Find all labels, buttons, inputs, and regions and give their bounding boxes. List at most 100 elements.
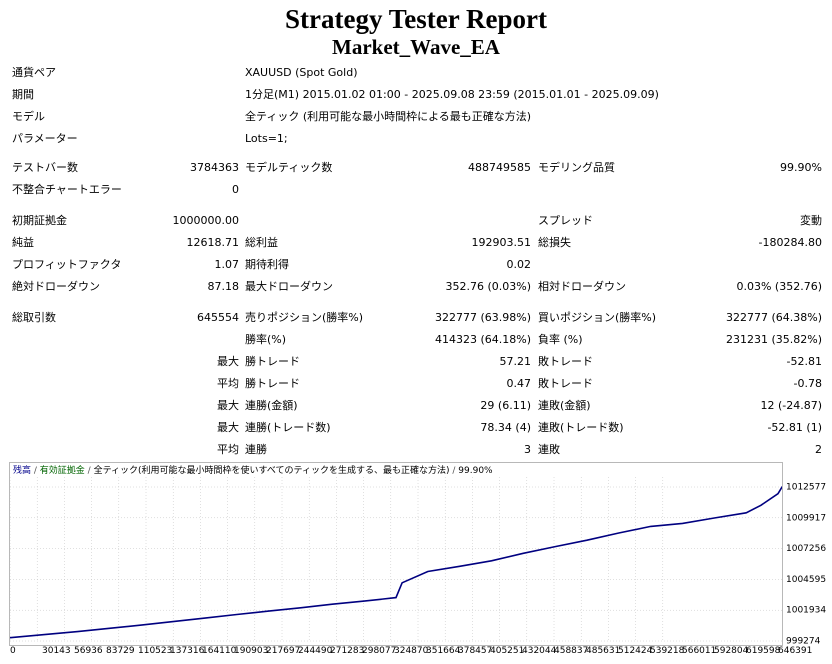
- x-tick-label: 432044: [522, 646, 557, 656]
- x-tick-label: 56936: [74, 646, 103, 656]
- legend-equity: 有効証拠金: [39, 466, 85, 476]
- gross-loss-value: -180284.80: [758, 236, 822, 249]
- x-tick-label: 271283: [330, 646, 364, 656]
- avg-loss-label: 敗トレード: [538, 377, 593, 390]
- expected-payoff-label: 期待利得: [245, 258, 289, 271]
- x-tick-label: 539218: [650, 646, 685, 656]
- largest-prefix: 最大: [217, 355, 239, 368]
- balance-line: [10, 486, 782, 639]
- largest-win-value: 57.21: [499, 355, 532, 368]
- spread-value: 変動: [800, 214, 822, 227]
- max-consec-loss-label: 連敗(トレード数): [538, 421, 624, 434]
- y-tick-label: 1007256: [786, 544, 826, 554]
- x-tick-label: 0: [10, 646, 16, 656]
- avg-consec-wins-value: 3: [524, 443, 531, 456]
- max-consec-prefix: 最大: [217, 399, 239, 412]
- net-profit-label: 純益: [12, 236, 34, 249]
- x-tick-label: 485631: [586, 646, 620, 656]
- y-tick-label: 1001934: [786, 606, 826, 616]
- win-rate-value: 414323 (64.18%): [434, 333, 531, 346]
- largest-win-label: 勝トレード: [245, 355, 300, 368]
- info-label-period: 期間: [12, 88, 34, 101]
- info-value-period: 1分足(M1) 2015.01.02 01:00 - 2025.09.08 23…: [245, 88, 659, 101]
- x-tick-label: 458837: [554, 646, 588, 656]
- x-tick-label: 405251: [490, 646, 524, 656]
- spread-label: スプレッド: [538, 214, 593, 227]
- info-label-symbol: 通貨ペア: [12, 66, 56, 79]
- total-trades-label: 総取引数: [12, 311, 56, 324]
- quality-label: モデリング品質: [538, 161, 615, 174]
- max-consec-losses-label: 連敗(金額): [538, 399, 591, 412]
- expected-payoff-value: 0.02: [506, 258, 532, 271]
- loss-rate-value: 231231 (35.82%): [725, 333, 822, 346]
- profit-factor-label: プロフィットファクタ: [12, 258, 122, 271]
- max-consec-profit-value: 78.34 (4): [480, 421, 531, 434]
- long-positions-label: 買いポジション(勝率%): [538, 311, 657, 324]
- balance-chart-plot: [10, 477, 782, 642]
- quality-value: 99.90%: [780, 161, 822, 174]
- y-tick-label: 1009917: [786, 513, 826, 523]
- balance-chart: 残高 / 有効証拠金 / 全ティック(利用可能な最小時間枠を使いすべてのティック…: [9, 462, 783, 646]
- max-consec-wins-label: 連勝(金額): [245, 399, 298, 412]
- max-drawdown-label: 最大ドローダウン: [245, 280, 333, 293]
- x-tick-label: 324870: [394, 646, 429, 656]
- x-tick-label: 646391: [778, 646, 812, 656]
- gross-profit-value: 192903.51: [471, 236, 532, 249]
- max-consec-wins-value: 29 (6.11): [480, 399, 531, 412]
- largest-loss-label: 敗トレード: [538, 355, 593, 368]
- info-value-params: Lots=1;: [245, 132, 288, 145]
- x-tick-label: 30143: [42, 646, 71, 656]
- max-consec-count-prefix: 最大: [217, 421, 239, 434]
- rel-drawdown-value: 0.03% (352.76): [736, 280, 822, 293]
- chart-legend: 残高 / 有効証拠金 / 全ティック(利用可能な最小時間枠を使いすべてのティック…: [13, 466, 493, 476]
- max-consec-profit-label: 連勝(トレード数): [245, 421, 331, 434]
- mismatch-value: 0: [232, 183, 239, 196]
- abs-drawdown-label: 絶対ドローダウン: [12, 280, 100, 293]
- x-tick-label: 244490: [298, 646, 333, 656]
- loss-rate-label: 負率 (%): [538, 333, 583, 346]
- legend-quality: 99.90%: [458, 466, 493, 476]
- y-tick-label: 1012577: [786, 483, 826, 493]
- x-tick-label: 619598: [746, 646, 781, 656]
- x-tick-label: 164110: [202, 646, 237, 656]
- avg-consec-losses-label: 連敗: [538, 443, 560, 456]
- avg-consec-losses-value: 2: [815, 443, 822, 456]
- long-positions-value: 322777 (64.38%): [725, 311, 822, 324]
- largest-loss-value: -52.81: [786, 355, 822, 368]
- total-trades-value: 645554: [197, 311, 239, 324]
- info-value-symbol: XAUUSD (Spot Gold): [245, 66, 358, 79]
- win-rate-label: 勝率(%): [245, 333, 287, 346]
- max-consec-loss-value: -52.81 (1): [767, 421, 822, 434]
- gross-loss-label: 総損失: [538, 236, 571, 249]
- avg-loss-value: -0.78: [793, 377, 822, 390]
- info-label-params: パラメーター: [12, 132, 78, 145]
- legend-balance: 残高: [13, 466, 32, 476]
- mismatch-label: 不整合チャートエラー: [12, 183, 122, 196]
- x-tick-label: 512424: [618, 646, 653, 656]
- x-tick-label: 217697: [266, 646, 300, 656]
- x-tick-label: 190903: [234, 646, 268, 656]
- deposit-value: 1000000.00: [172, 214, 239, 227]
- bars-label: テストバー数: [12, 161, 78, 174]
- abs-drawdown-value: 87.18: [207, 280, 240, 293]
- report-title: Strategy Tester Report: [285, 4, 547, 34]
- x-tick-label: 137316: [170, 646, 205, 656]
- y-tick-label: 999274: [786, 637, 821, 647]
- net-profit-value: 12618.71: [186, 236, 240, 249]
- ticks-label: モデルティック数: [245, 161, 333, 174]
- ticks-value: 488749585: [468, 161, 531, 174]
- x-tick-label: 566011: [682, 646, 716, 656]
- average-prefix: 平均: [217, 377, 239, 390]
- x-tick-label: 592804: [714, 646, 749, 656]
- avg-win-label: 勝トレード: [245, 377, 300, 390]
- profit-factor-value: 1.07: [214, 258, 240, 271]
- rel-drawdown-label: 相対ドローダウン: [538, 280, 626, 293]
- info-value-model: 全ティック (利用可能な最小時間枠による最も正確な方法): [245, 110, 532, 123]
- legend-model: 全ティック(利用可能な最小時間枠を使いすべてのティックを生成する、最も正確な方法…: [93, 466, 450, 476]
- x-tick-label: 378457: [458, 646, 492, 656]
- short-positions-label: 売りポジション(勝率%): [245, 311, 364, 324]
- deposit-label: 初期証拠金: [12, 214, 67, 227]
- x-tick-label: 110523: [138, 646, 172, 656]
- info-label-model: モデル: [12, 110, 45, 123]
- max-drawdown-value: 352.76 (0.03%): [445, 280, 531, 293]
